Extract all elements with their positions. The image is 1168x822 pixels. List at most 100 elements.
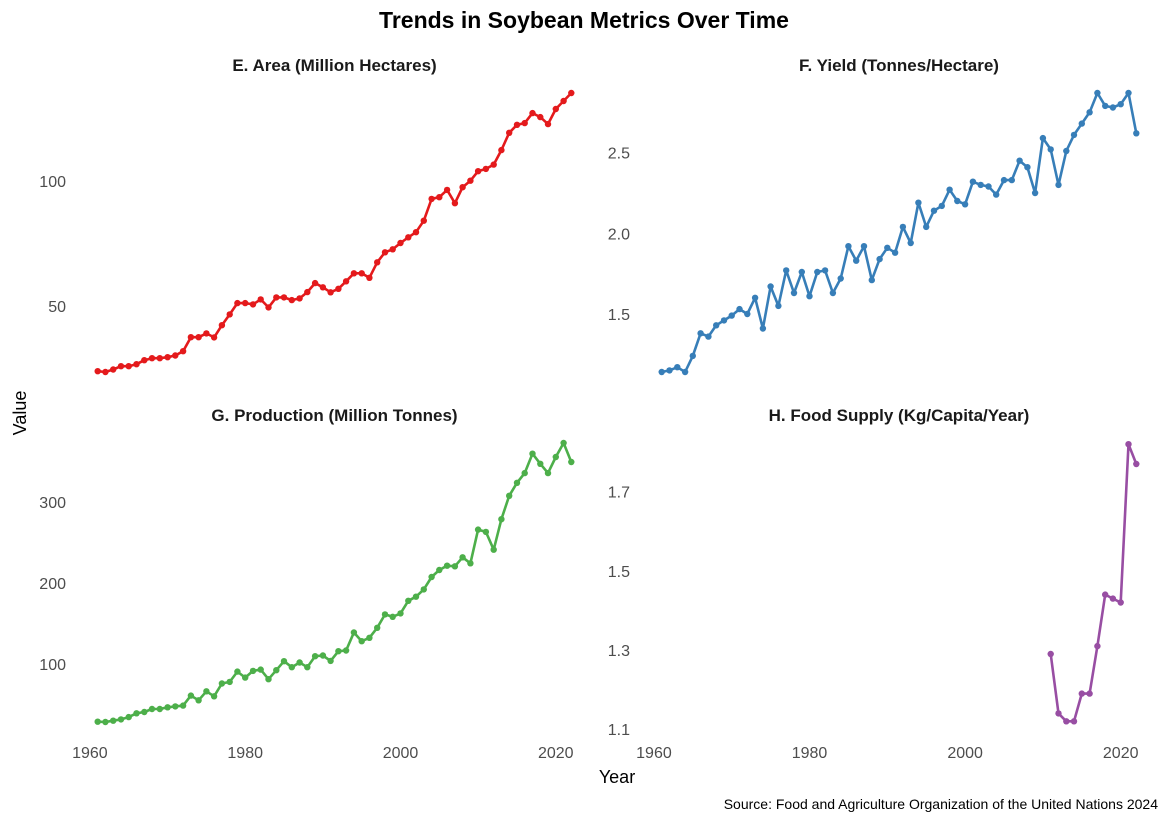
x-tick-label: 2020: [538, 745, 574, 762]
data-point: [459, 184, 466, 191]
data-point: [110, 717, 117, 724]
data-point: [148, 355, 156, 362]
data-point: [993, 191, 1000, 198]
data-point: [744, 310, 751, 318]
data-point: [374, 259, 381, 266]
data-point: [311, 653, 319, 660]
data-point: [94, 718, 101, 725]
data-point: [436, 194, 443, 201]
data-point: [666, 367, 673, 374]
data-point: [814, 268, 821, 276]
data-point: [1070, 131, 1078, 139]
data-point: [381, 249, 389, 256]
data-point: [977, 181, 984, 189]
data-point: [172, 352, 179, 359]
data-point: [420, 586, 427, 593]
y-axis-label: Value: [10, 391, 30, 436]
data-point: [102, 368, 109, 376]
data-point: [381, 611, 389, 618]
data-point: [156, 705, 163, 713]
data-point: [374, 624, 381, 631]
data-point: [681, 368, 689, 376]
data-point: [187, 692, 195, 699]
data-point: [720, 317, 728, 324]
data-point: [319, 652, 327, 659]
chart-caption: Source: Food and Agriculture Organizatio…: [724, 796, 1158, 812]
data-point: [821, 267, 829, 274]
data-point: [705, 333, 712, 340]
y-tick-label: 100: [39, 174, 66, 191]
data-point: [837, 275, 844, 282]
data-point: [428, 195, 435, 203]
data-point: [210, 334, 218, 341]
data-point: [428, 573, 435, 581]
data-point: [1039, 134, 1047, 142]
data-point: [783, 267, 790, 274]
data-point: [568, 89, 575, 97]
data-point: [1063, 718, 1070, 725]
x-tick-label: 2000: [383, 745, 419, 762]
y-tick-label: 200: [39, 576, 66, 593]
panel-2: F. Yield (Tonnes/Hectare) 1.5 2.0 2.5: [608, 56, 1140, 376]
data-point: [327, 657, 334, 665]
data-point: [1094, 642, 1101, 650]
data-point: [736, 305, 743, 313]
data-point: [482, 165, 490, 173]
data-point: [436, 566, 443, 574]
data-point: [358, 270, 365, 277]
data-point: [311, 279, 319, 287]
data-point: [954, 197, 961, 205]
data-point: [148, 705, 156, 713]
data-point: [923, 223, 930, 231]
panel-title: G. Production (Million Tonnes): [211, 406, 457, 425]
data-point: [133, 710, 140, 717]
data-point: [288, 664, 295, 671]
data-point: [1078, 120, 1086, 127]
data-point: [242, 674, 249, 681]
data-point: [1047, 146, 1054, 153]
data-point: [358, 638, 365, 645]
data-point: [335, 648, 342, 655]
data-point: [544, 120, 552, 128]
chart-title: Trends in Soybean Metrics Over Time: [379, 7, 789, 33]
data-point: [420, 217, 427, 224]
panel-3: G. Production (Million Tonnes) 100 200 300 1…: [39, 406, 575, 762]
data-point: [568, 458, 575, 466]
data-point: [1070, 718, 1078, 725]
data-point: [405, 597, 412, 604]
data-point: [110, 366, 117, 373]
data-point: [412, 593, 420, 600]
data-point: [529, 450, 536, 457]
data-point: [552, 453, 559, 461]
data-point: [513, 121, 521, 128]
y-tick-label: 2.0: [608, 226, 630, 243]
data-point: [490, 161, 497, 168]
data-point: [296, 659, 303, 666]
data-point: [125, 363, 132, 370]
data-point: [265, 676, 272, 683]
data-point: [498, 516, 505, 523]
panels: E. Area (Million Hectares) 50 100 F. Yield …: [39, 56, 1140, 762]
data-point: [195, 334, 202, 341]
panel-4: H. Food Supply (Kg/Capita/Year) 1.1 1.3 1.5…: [608, 406, 1140, 762]
data-point: [218, 680, 226, 687]
data-point: [775, 302, 782, 310]
data-point: [304, 288, 311, 296]
data-point: [560, 97, 567, 105]
data-point: [767, 283, 774, 290]
data-point: [296, 295, 303, 302]
data-point: [1109, 104, 1117, 111]
y-tick-label: 1.7: [608, 485, 630, 502]
data-point: [930, 207, 938, 214]
data-point: [560, 439, 567, 447]
data-point: [1117, 101, 1124, 108]
data-point: [1031, 189, 1039, 197]
data-point: [234, 668, 241, 675]
data-point: [156, 355, 163, 362]
data-point: [1047, 650, 1054, 658]
x-tick-label: 2000: [947, 745, 983, 762]
data-point: [249, 301, 257, 308]
data-point: [389, 613, 396, 620]
data-point: [467, 560, 474, 567]
data-point: [397, 610, 404, 617]
